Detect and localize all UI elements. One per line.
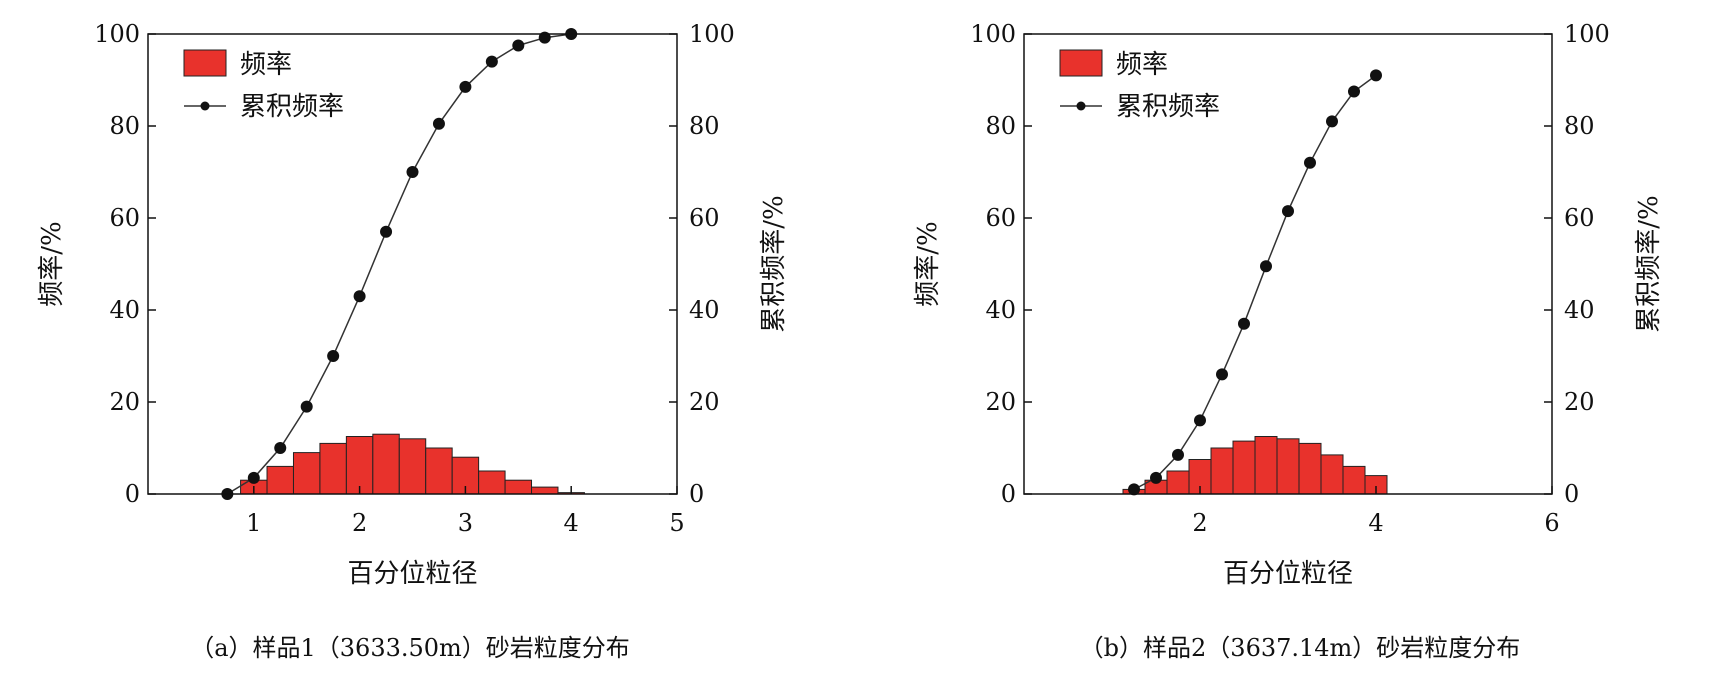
cumulative-point	[1238, 317, 1250, 330]
histogram-bar	[504, 479, 533, 495]
legend-line-marker	[1076, 101, 1086, 111]
x-tick-label: 4	[564, 509, 579, 537]
legend-bar-label: 频率	[240, 50, 292, 80]
cumulative-point	[1216, 368, 1228, 381]
y-tick-label-right: 80	[1564, 112, 1595, 140]
cumulative-line	[1133, 74, 1377, 491]
histogram-bar	[1320, 454, 1344, 495]
legend-line-marker	[200, 101, 210, 111]
y-tick-label-right: 100	[689, 20, 735, 48]
histogram-bar	[398, 438, 427, 495]
x-tick-label: 5	[669, 509, 684, 537]
y-tick-label-right: 40	[1564, 296, 1595, 324]
histogram-bar	[1232, 440, 1256, 495]
histogram-bar	[345, 436, 374, 495]
y-axis-title-right: 累积频率/%	[1634, 195, 1664, 332]
histogram-bar	[372, 433, 400, 495]
cumulative-point	[1172, 448, 1184, 461]
cumulative-point	[1194, 414, 1206, 427]
y-axis-title-left: 频率/%	[37, 221, 67, 306]
cumulative-point	[1348, 85, 1360, 98]
plot-frame	[1023, 33, 1553, 495]
histogram-bar	[266, 465, 294, 495]
histogram-bar	[1342, 465, 1366, 495]
y-tick-label-left: 20	[109, 388, 140, 416]
y-tick-label-left: 0	[1001, 480, 1016, 508]
y-tick-label-right: 20	[689, 388, 720, 416]
cumulative-point	[485, 55, 498, 68]
x-tick-label: 1	[246, 509, 261, 537]
cumulative-point	[459, 80, 472, 93]
cumulative-point	[432, 117, 445, 130]
histogram-bar	[292, 452, 321, 495]
cumulative-point	[1326, 115, 1338, 128]
chart-panel-b: 0 0 20 20 40 40 60 60 80 80 100 100 2 4 6 百分位粒径 频率/% 累积频率…	[913, 20, 1664, 589]
cumulative-point	[353, 290, 366, 303]
y-axis-title-left: 频率/%	[913, 221, 943, 306]
caption-b: （b）样品2（3637.14m）砂岩粒度分布	[1079, 634, 1521, 662]
y-tick-label-left: 80	[985, 112, 1016, 140]
histogram-bar	[1254, 436, 1278, 495]
x-axis-title: 百分位粒径	[1223, 559, 1353, 589]
cumulative-point	[327, 350, 340, 362]
cumulative-point	[1370, 69, 1382, 82]
y-tick-label-right: 40	[689, 296, 720, 324]
plot-frame	[147, 33, 678, 495]
legend-bar-label: 频率	[1116, 50, 1168, 80]
cumulative-point	[1304, 156, 1316, 169]
y-tick-label-right: 100	[1564, 20, 1610, 48]
chart-panel-a: 0 0 20 20 40 40 60 60 80 80 100 100 1 2 3 4 5 百分位粒径 频率/% 累积…	[37, 20, 789, 589]
cumulative-point	[380, 225, 393, 238]
y-tick-label-right: 60	[689, 204, 720, 232]
histogram-bar	[531, 486, 559, 495]
histogram-bar	[1276, 438, 1300, 495]
cumulative-point	[512, 39, 525, 52]
y-tick-label-left: 60	[109, 204, 140, 232]
caption-a: （a）样品1（3633.50m）砂岩粒度分布	[190, 634, 630, 662]
histogram-bar	[1298, 442, 1322, 495]
x-axis-title: 百分位粒径	[347, 559, 477, 589]
y-tick-label-left: 20	[985, 388, 1016, 416]
cumulative-point	[406, 166, 419, 178]
x-tick-label: 6	[1544, 509, 1559, 537]
legend-bar-swatch	[1059, 49, 1103, 77]
cumulative-point	[300, 400, 313, 413]
y-tick-label-right: 20	[1564, 388, 1595, 416]
y-tick-label-left: 80	[109, 112, 140, 140]
y-tick-label-left: 100	[94, 20, 140, 48]
legend-line-label: 累积频率	[1116, 92, 1220, 122]
legend-bar-swatch	[183, 49, 227, 77]
x-tick-label: 2	[352, 509, 367, 537]
y-tick-label-right: 0	[1564, 480, 1579, 508]
y-tick-label-left: 40	[109, 296, 140, 324]
y-tick-label-right: 0	[689, 480, 704, 508]
cumulative-point	[274, 442, 287, 454]
cumulative-point	[1260, 260, 1272, 273]
y-tick-label-left: 40	[985, 296, 1016, 324]
y-tick-label-left: 0	[125, 480, 140, 508]
y-tick-label-right: 60	[1564, 204, 1595, 232]
x-tick-label: 4	[1368, 509, 1383, 537]
histogram-bar	[478, 470, 506, 495]
cumulative-point	[1282, 205, 1294, 218]
y-tick-label-right: 80	[689, 112, 720, 140]
legend-line-label: 累积频率	[240, 92, 344, 122]
histogram-bar	[1166, 470, 1190, 495]
cumulative-point	[247, 471, 260, 484]
histogram-bar	[1210, 447, 1234, 495]
x-tick-label: 3	[458, 509, 473, 537]
histogram-bar	[425, 447, 453, 495]
histogram-bar	[319, 442, 347, 495]
y-tick-label-left: 100	[970, 20, 1016, 48]
cumulative-point	[1150, 471, 1162, 484]
x-tick-label: 2	[1192, 509, 1207, 537]
y-tick-label-left: 60	[985, 204, 1016, 232]
cumulative-point	[1128, 483, 1140, 496]
y-axis-title-right: 累积频率/%	[759, 195, 789, 332]
